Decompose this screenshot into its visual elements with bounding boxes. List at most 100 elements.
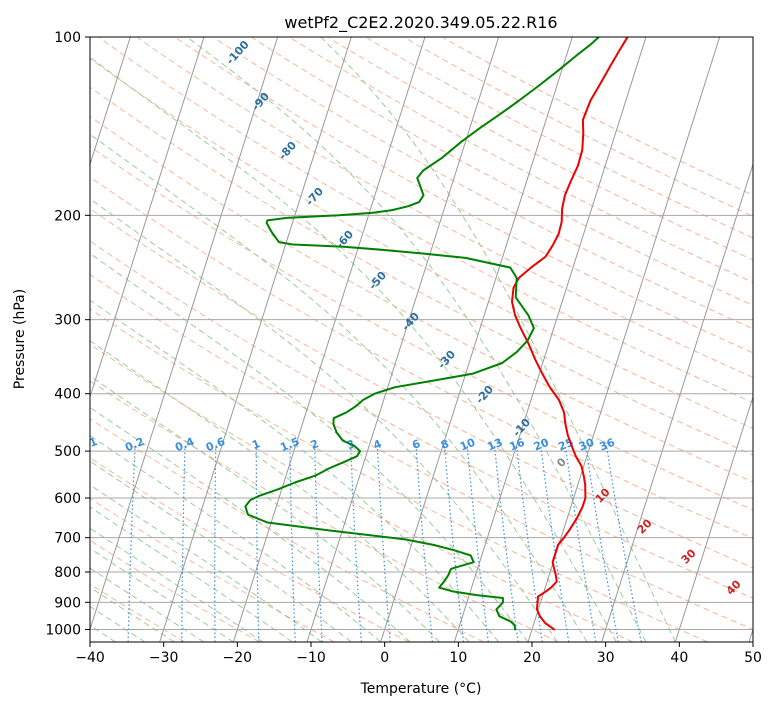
mixing-ratio-label: 13	[485, 436, 504, 454]
dry-adiabat-line	[366, 37, 753, 239]
x-tick-label: 10	[449, 650, 467, 666]
y-axis-label: Pressure (hPa)	[12, 289, 28, 389]
isotherm-line	[453, 37, 647, 642]
moist-adiabat-line	[90, 299, 499, 642]
x-tick-label: 40	[670, 650, 688, 666]
x-axis-label: Temperature (°C)	[360, 681, 482, 697]
dry-adiabat-line	[90, 208, 753, 569]
mixing-ratio-line	[606, 445, 642, 642]
mixing-ratio-line	[350, 445, 362, 642]
dry-adiabats	[90, 37, 753, 642]
mixing-ratio-line	[181, 445, 186, 642]
dry-adiabat-label: -10	[510, 416, 533, 440]
dry-adiabat-label: -90	[249, 90, 272, 114]
moist-adiabat-line	[90, 460, 352, 642]
mixing-ratio-line	[516, 445, 543, 642]
isotherm-line	[90, 37, 279, 632]
y-tick-label: 800	[54, 565, 81, 581]
mixing-ratio-label: 2	[309, 437, 321, 452]
sounding-series	[244, 37, 629, 631]
mixing-ratio-line	[466, 445, 489, 642]
moist-adiabat-line	[90, 527, 264, 642]
dry-adiabat-line	[90, 343, 634, 642]
mixing-ratio-label: 0.1	[76, 435, 99, 454]
x-tick-label: 30	[597, 650, 615, 666]
isotherm-line	[380, 37, 573, 642]
plot-area: -100-90-80-70-60-50-40-30-20-100.1 0.2 0.4…	[0, 37, 753, 642]
moist-adiabat-line	[90, 506, 293, 642]
y-tick-label: 700	[54, 531, 81, 547]
dry-adiabat-line	[90, 115, 753, 483]
mixing-ratio-label: 8	[439, 437, 451, 452]
isotherms	[0, 37, 753, 642]
moist-adiabat-line	[90, 56, 617, 642]
moist-adiabat-line	[90, 375, 440, 642]
mixing-ratio-label: 1	[250, 437, 262, 452]
dry-adiabat-line	[252, 37, 753, 306]
dry-adiabat-line	[290, 37, 753, 283]
dry-adiabat-line	[90, 176, 753, 540]
moist-adiabat-line	[90, 252, 529, 642]
dry-adiabat-line	[90, 308, 708, 642]
y-axis: 1000 900 800 700 600 500 400 300 200 100	[45, 30, 90, 638]
x-tick-label: 0	[380, 650, 389, 666]
x-tick-label: −40	[75, 650, 105, 666]
y-tick-label: 500	[54, 444, 81, 460]
mixing-ratio-label: 4	[371, 437, 383, 452]
mixing-ratio-label: 10	[458, 436, 477, 454]
moist-adiabat-label: 20	[635, 516, 655, 536]
isotherm-line	[674, 395, 753, 642]
x-tick-label: 20	[523, 650, 541, 666]
mixing-ratio-line	[255, 445, 260, 642]
mixing-ratio-label: 20	[532, 436, 551, 454]
mixing-ratio-label: 16	[507, 436, 526, 454]
moist-adiabat-line	[90, 435, 382, 642]
dry-adiabat-line	[90, 240, 753, 599]
moist-adiabat-line	[319, 37, 676, 642]
isotherm-line	[601, 162, 753, 642]
line-labels: -100-90-80-70-60-50-40-30-20-100.1 0.2 0.4…	[76, 38, 744, 598]
x-tick-label: −20	[223, 650, 253, 666]
dry-adiabat-label: -40	[399, 310, 422, 334]
moist-adiabat-line	[90, 484, 323, 642]
isotherm-line	[90, 37, 131, 166]
isotherm-line	[0, 37, 57, 642]
dry-adiabat-label: -50	[366, 269, 389, 293]
mixing-ratio-line	[585, 445, 619, 642]
moist-adiabat-line	[90, 406, 411, 642]
moist-adiabat-label: 0	[554, 455, 569, 470]
plot-frame	[89, 36, 754, 643]
moist-adiabat-line	[90, 198, 558, 642]
dry-adiabat-label: -80	[276, 139, 299, 163]
dry-adiabat-label: -20	[473, 383, 496, 407]
dry-adiabat-line	[90, 273, 753, 630]
moist-adiabat-line	[186, 37, 647, 642]
isotherm-line	[159, 37, 352, 642]
mixing-ratio-line	[540, 445, 570, 642]
y-tick-label: 200	[54, 208, 81, 224]
moist-adiabat-line	[90, 586, 175, 642]
moist-adiabat-line	[90, 547, 234, 642]
dry-adiabat-line	[90, 539, 260, 642]
y-tick-label: 600	[54, 491, 81, 507]
y-tick-label: 100	[54, 30, 81, 46]
isotherm-line	[232, 37, 426, 642]
moist-adiabat-label: 40	[724, 577, 744, 597]
x-tick-label: 50	[744, 650, 762, 666]
dry-adiabat-line	[99, 37, 753, 404]
dry-adiabat-line	[90, 380, 559, 642]
y-tick-label: 900	[54, 595, 81, 611]
moist-adiabat-line	[90, 340, 470, 642]
isotherm-line	[90, 37, 205, 399]
mixing-ratio-lines	[127, 445, 642, 642]
dry-adiabat-line	[90, 497, 335, 642]
mixing-ratio-label: 30	[577, 436, 596, 454]
dry-adiabat-label: -100	[224, 38, 252, 67]
mixing-ratio-line	[444, 445, 465, 642]
mixing-ratio-line	[289, 445, 296, 642]
dry-adiabat-line	[90, 145, 753, 511]
dry-adiabat-label: -30	[435, 348, 458, 372]
dry-adiabat-line	[137, 37, 753, 379]
dewpoint-profile	[244, 37, 600, 631]
